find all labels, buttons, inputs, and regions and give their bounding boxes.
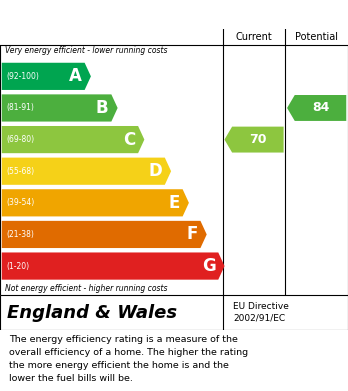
Text: Very energy efficient - lower running costs: Very energy efficient - lower running co… [5,46,168,55]
Polygon shape [2,158,171,185]
Polygon shape [224,127,284,152]
Text: D: D [148,162,162,180]
Text: (21-38): (21-38) [6,230,34,239]
Polygon shape [2,221,207,248]
Text: (92-100): (92-100) [6,72,39,81]
Polygon shape [2,189,189,217]
Text: (69-80): (69-80) [6,135,34,144]
Text: G: G [202,257,215,275]
Polygon shape [2,94,118,122]
Text: The energy efficiency rating is a measure of the
overall efficiency of a home. T: The energy efficiency rating is a measur… [9,335,248,383]
Text: A: A [69,67,82,85]
Text: (39-54): (39-54) [6,198,34,207]
Text: C: C [123,131,135,149]
Text: E: E [168,194,180,212]
Text: 70: 70 [249,133,267,146]
Text: Energy Efficiency Rating: Energy Efficiency Rating [63,7,285,22]
Text: F: F [186,226,198,244]
Text: England & Wales: England & Wales [7,304,177,322]
Text: B: B [96,99,109,117]
Polygon shape [2,126,144,153]
Text: (81-91): (81-91) [6,104,34,113]
Text: 84: 84 [312,102,329,115]
Polygon shape [2,253,224,280]
Bar [0,29,348,45]
Text: (1-20): (1-20) [6,262,29,271]
Text: (55-68): (55-68) [6,167,34,176]
Text: Current: Current [236,32,272,41]
Text: Potential: Potential [295,32,338,41]
Polygon shape [287,95,346,121]
Text: EU Directive
2002/91/EC: EU Directive 2002/91/EC [233,302,289,323]
Text: Not energy efficient - higher running costs: Not energy efficient - higher running co… [5,284,168,293]
Polygon shape [2,63,91,90]
